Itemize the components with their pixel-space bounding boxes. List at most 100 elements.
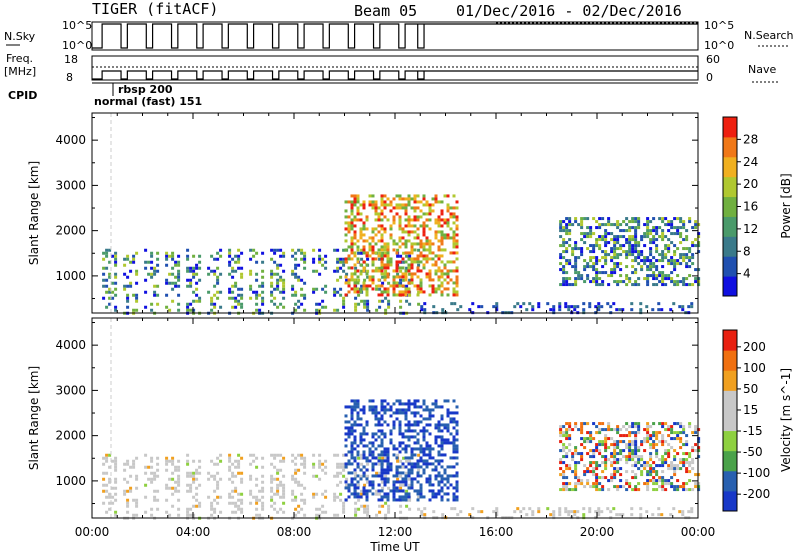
power-cell — [673, 280, 677, 284]
power-cell — [546, 302, 550, 306]
velocity-cell — [452, 441, 456, 445]
power-cell — [568, 277, 572, 281]
velocity-cell — [324, 510, 328, 514]
power-cell — [431, 209, 435, 213]
velocity-cell — [619, 434, 623, 438]
velocity-cell — [252, 495, 256, 499]
velocity-cell — [255, 495, 259, 499]
power-cell — [231, 284, 235, 288]
velocity-cell — [440, 486, 444, 490]
velocity-cell — [270, 477, 274, 481]
power-cell — [646, 223, 650, 227]
velocity-cell — [350, 441, 354, 445]
power-cell — [270, 269, 274, 273]
velocity-cell — [625, 479, 629, 483]
velocity-cell — [401, 435, 405, 439]
power-cell — [434, 236, 438, 240]
velocity-cell — [377, 474, 381, 478]
velocity-cell — [389, 432, 393, 436]
velocity-cell — [449, 474, 453, 478]
velocity-cell — [416, 420, 420, 424]
power-cell — [297, 299, 301, 303]
power-cell — [657, 308, 661, 312]
velocity-cell — [694, 428, 698, 432]
velocity-cell — [270, 486, 274, 490]
power-cell — [676, 229, 680, 233]
power-cell — [383, 266, 387, 270]
power-cell — [425, 275, 429, 279]
velocity-cell — [171, 471, 175, 475]
velocity-cell — [339, 465, 343, 469]
velocity-cell — [273, 453, 277, 457]
velocity-cell — [667, 479, 671, 483]
power-cell — [670, 280, 674, 284]
power-cell — [276, 263, 280, 267]
colorbar-swatch — [723, 236, 737, 257]
velocity-cell — [601, 428, 605, 432]
velocity-cell — [637, 488, 641, 492]
velocity-cell — [446, 477, 450, 481]
power-cell — [422, 263, 426, 267]
velocity-cell — [676, 467, 680, 471]
velocity-cell — [380, 477, 384, 481]
velocity-cell — [688, 425, 692, 429]
power-cell — [102, 266, 106, 270]
velocity-cell — [210, 459, 214, 463]
velocity-cell — [294, 471, 298, 475]
power-cell — [392, 284, 396, 288]
velocity-cell — [105, 453, 109, 457]
velocity-cell — [697, 428, 701, 432]
velocity-cell — [562, 443, 566, 447]
colorbar-swatch — [723, 370, 737, 391]
velocity-cell — [362, 450, 366, 454]
power-cell — [353, 263, 357, 267]
velocity-cell — [640, 470, 644, 474]
power-cell — [452, 221, 456, 225]
power-cell — [670, 232, 674, 236]
power-cell — [619, 247, 623, 251]
power-cell — [455, 245, 459, 249]
velocity-cell — [604, 449, 608, 453]
power-cell — [592, 250, 596, 254]
power-cell — [359, 263, 363, 267]
power-cell — [350, 227, 354, 231]
velocity-cell — [186, 489, 190, 493]
velocity-cell — [428, 477, 432, 481]
velocity-cell — [347, 432, 351, 436]
power-cell — [294, 257, 298, 261]
power-cell — [108, 248, 112, 252]
velocity-cell — [651, 513, 655, 517]
power-cell — [398, 224, 402, 228]
power-cell — [102, 257, 106, 261]
power-cell — [407, 281, 411, 285]
power-cell — [658, 259, 662, 263]
power-cell — [428, 248, 432, 252]
velocity-cell — [383, 468, 387, 472]
power-cell — [174, 284, 178, 288]
power-cell — [416, 293, 420, 297]
velocity-cell — [616, 461, 620, 465]
velocity-cell — [258, 513, 262, 517]
power-cell — [446, 203, 450, 207]
velocity-cell — [165, 456, 169, 460]
power-cell — [404, 293, 408, 297]
velocity-cell — [452, 450, 456, 454]
power-cell — [210, 308, 214, 312]
y-tick-label: 1000 — [55, 269, 86, 283]
power-cell — [607, 232, 611, 236]
power-cell — [333, 248, 337, 252]
power-cell — [631, 217, 635, 221]
power-cell — [565, 250, 569, 254]
velocity-cell — [374, 417, 378, 421]
power-cell — [135, 299, 139, 303]
velocity-cell — [574, 467, 578, 471]
velocity-cell — [380, 402, 384, 406]
velocity-cell — [455, 420, 459, 424]
velocity-cell — [595, 485, 599, 489]
power-cell — [425, 212, 429, 216]
power-cell — [694, 238, 698, 242]
power-cell — [455, 293, 459, 297]
power-cell — [192, 272, 196, 276]
power-cell — [416, 215, 420, 219]
velocity-cell — [416, 447, 420, 451]
